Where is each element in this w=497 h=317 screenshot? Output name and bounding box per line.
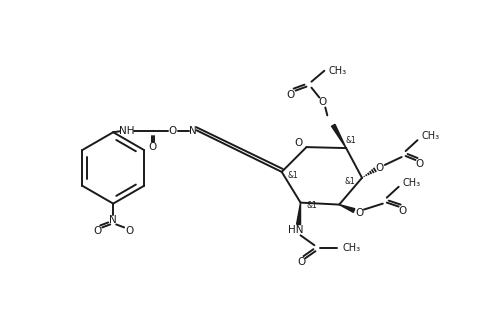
- Text: HN: HN: [288, 225, 303, 235]
- Text: &1: &1: [345, 177, 355, 186]
- Text: O: O: [294, 138, 303, 148]
- Text: &1: &1: [346, 136, 356, 145]
- Text: O: O: [93, 226, 101, 236]
- Text: CH₃: CH₃: [342, 243, 360, 253]
- Text: O: O: [355, 208, 363, 217]
- Text: O: O: [318, 98, 327, 107]
- Text: O: O: [399, 205, 407, 216]
- Text: &1: &1: [306, 201, 317, 210]
- Text: CH₃: CH₃: [329, 66, 346, 76]
- Text: CH₃: CH₃: [403, 178, 421, 188]
- Text: O: O: [149, 142, 157, 152]
- Text: O: O: [376, 163, 384, 173]
- Text: CH₃: CH₃: [421, 131, 439, 141]
- Text: O: O: [297, 257, 306, 267]
- Text: O: O: [168, 126, 177, 136]
- Polygon shape: [297, 203, 301, 225]
- Text: &1: &1: [287, 171, 298, 180]
- Text: N: N: [109, 216, 117, 225]
- Text: O: O: [286, 90, 295, 100]
- Text: O: O: [415, 159, 423, 169]
- Polygon shape: [339, 204, 355, 212]
- Text: N: N: [189, 126, 196, 136]
- Text: NH: NH: [119, 126, 135, 136]
- Polygon shape: [331, 124, 346, 148]
- Text: O: O: [125, 226, 133, 236]
